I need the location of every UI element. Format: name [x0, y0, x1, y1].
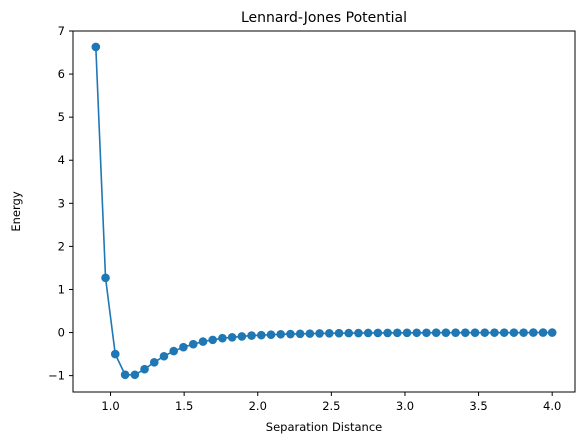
data-point	[412, 328, 422, 338]
data-point	[110, 349, 120, 359]
data-point	[276, 329, 286, 339]
data-point	[431, 328, 441, 338]
y-tick-label: 3	[58, 196, 65, 210]
data-point	[490, 328, 499, 337]
data-point	[247, 331, 256, 340]
x-tick-label: 3.5	[469, 399, 487, 413]
data-point	[218, 333, 227, 343]
data-point	[354, 328, 363, 338]
data-point	[402, 328, 412, 338]
data-point	[169, 346, 178, 356]
data-point	[519, 328, 528, 337]
y-tick-label: −1	[48, 369, 65, 383]
data-point	[266, 330, 276, 340]
plot-area-frame	[72, 30, 576, 393]
chart-title: Lennard-Jones Potential	[241, 10, 407, 26]
data-point	[509, 328, 519, 337]
data-point	[499, 328, 509, 337]
data-point	[256, 330, 266, 340]
x-tick-label: 4.0	[543, 399, 561, 413]
data-point	[130, 370, 140, 380]
data-point	[383, 328, 392, 338]
data-point	[208, 335, 218, 345]
data-point	[547, 328, 557, 337]
y-tick-label: 1	[58, 282, 65, 296]
data-point	[422, 328, 431, 338]
data-point	[227, 332, 237, 342]
data-point	[198, 337, 208, 346]
y-tick-label: 6	[58, 67, 65, 81]
data-point	[149, 357, 159, 367]
data-point	[538, 328, 548, 337]
y-tick-label: 5	[58, 110, 65, 124]
data-point	[315, 329, 324, 338]
data-point	[305, 329, 315, 338]
data-point	[470, 328, 480, 337]
data-point	[295, 329, 305, 339]
data-point	[188, 339, 198, 349]
data-point	[179, 342, 188, 352]
y-tick-label: 0	[58, 326, 65, 340]
x-tick-label: 1.0	[101, 399, 119, 413]
x-axis-label: Separation Distance	[266, 420, 382, 434]
data-point	[120, 370, 130, 380]
x-tick-label: 2.5	[322, 399, 340, 413]
data-point	[480, 328, 490, 337]
data-point	[286, 329, 295, 339]
x-tick-label: 3.0	[396, 399, 414, 413]
data-point	[363, 328, 373, 338]
series-markers	[91, 42, 557, 380]
data-point	[237, 332, 247, 341]
y-tick-label: 2	[58, 239, 65, 253]
y-tick-label: 7	[58, 24, 65, 38]
data-point	[334, 328, 344, 338]
y-axis-label: Energy	[9, 191, 23, 231]
y-axis: −1 0 1 2 3 4 5 6 7	[48, 24, 73, 383]
x-tick-label: 2.0	[249, 399, 267, 413]
x-axis: 1.0 1.5 2.0 2.5 3.0 3.5 4.0	[101, 392, 561, 413]
data-point	[373, 328, 383, 338]
data-point	[101, 273, 110, 283]
y-tick-label: 4	[58, 153, 65, 167]
data-point	[461, 328, 470, 337]
data-point	[441, 328, 451, 338]
data-point	[529, 328, 538, 337]
data-point	[344, 328, 354, 338]
data-point	[159, 351, 169, 361]
data-point	[325, 329, 334, 338]
x-tick-label: 1.5	[175, 399, 193, 413]
data-point	[451, 328, 460, 337]
data-point	[393, 328, 402, 338]
data-point	[140, 364, 149, 374]
data-point	[91, 42, 101, 52]
